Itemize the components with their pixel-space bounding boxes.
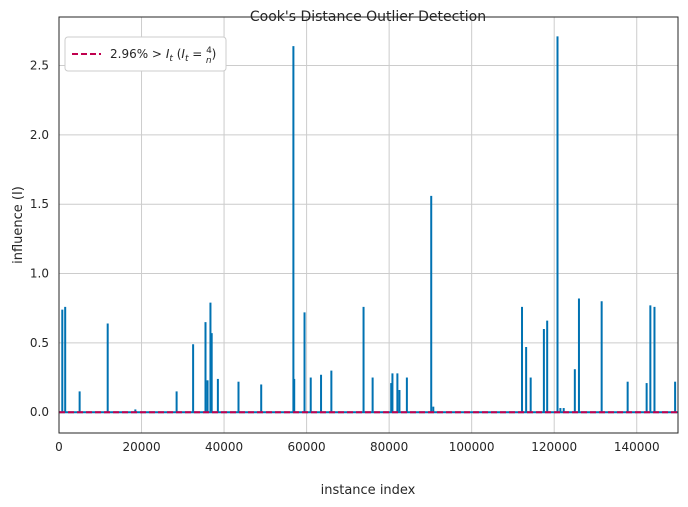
grid [58,17,678,433]
y-tick-label: 2.5 [30,59,49,73]
y-axis-label: influence (I) [11,186,26,264]
x-tick-label: 80000 [370,440,408,454]
plot-area [59,17,678,433]
legend: 2.96% > It (It = 4 n) [64,36,227,72]
chart-title: Cook's Distance Outlier Detection [250,9,486,25]
x-tick-label: 100000 [449,440,495,454]
x-tick-label: 60000 [288,440,326,454]
y-tick-label: 1.5 [30,197,49,211]
x-axis-label: instance index [321,483,416,498]
y-tick-label: 1.0 [30,267,49,281]
y-tick-label: 0.5 [30,336,49,350]
plot-frame [58,16,679,434]
x-tick-label: 0 [55,440,63,454]
y-tick-label: 0.0 [30,405,49,419]
y-tick-labels: 0.0 0.5 1.0 1.5 2.0 2.5 [30,59,49,420]
x-tick-label: 40000 [205,440,243,454]
x-tick-label: 20000 [122,440,160,454]
x-tick-labels: 0 20000 40000 60000 80000 100000 120000 140000 [55,440,659,454]
x-tick-label: 140000 [614,440,660,454]
y-tick-label: 2.0 [30,128,49,142]
x-tick-label: 120000 [531,440,577,454]
legend-box [64,36,227,72]
